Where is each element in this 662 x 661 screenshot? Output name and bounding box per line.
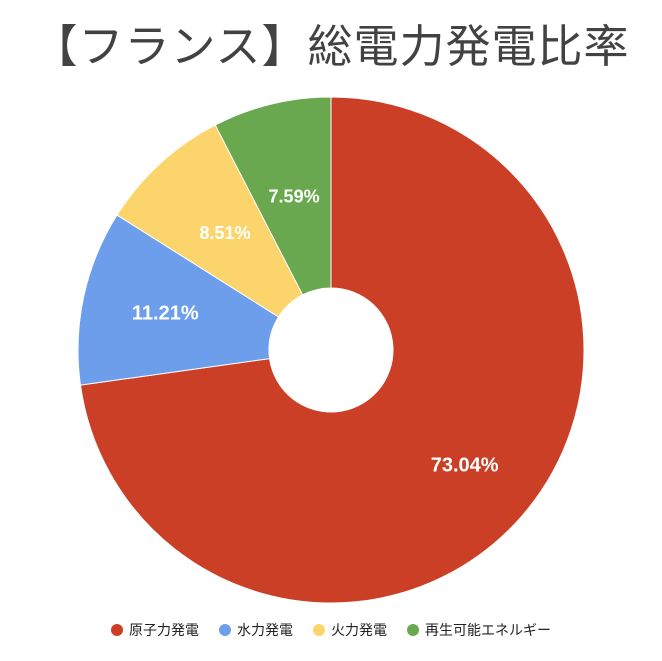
slice-label-2: 8.51% [200, 223, 251, 243]
legend-item-3: 再生可能エネルギー [407, 620, 551, 640]
legend-label: 原子力発電 [129, 623, 199, 639]
slice-3 [214, 96, 332, 296]
legend-item-2: 火力発電 [313, 620, 387, 640]
legend: 原子力発電 水力発電 火力発電 再生可能エネルギー [0, 620, 662, 640]
slice-2 [116, 124, 304, 318]
legend-item-1: 水力発電 [219, 620, 293, 640]
slice-label-3: 7.59% [269, 186, 320, 206]
legend-swatch [219, 624, 231, 636]
legend-label: 火力発電 [331, 623, 387, 639]
slice-0 [79, 96, 585, 604]
legend-swatch [111, 624, 123, 636]
legend-label: 再生可能エネルギー [425, 623, 551, 639]
slice-label-1: 11.21% [132, 303, 199, 325]
legend-item-0: 原子力発電 [111, 620, 199, 640]
slices-group [77, 96, 585, 604]
slice-1 [77, 214, 280, 386]
chart-title: 【フランス】総電力発電比率 [32, 20, 630, 73]
legend-swatch [313, 624, 325, 636]
legend-label: 水力発電 [237, 623, 293, 639]
legend-swatch [407, 624, 419, 636]
slice-label-0: 73.04% [431, 455, 499, 477]
labels-group: 73.04% 11.21% 8.51% 7.59% [132, 186, 499, 476]
